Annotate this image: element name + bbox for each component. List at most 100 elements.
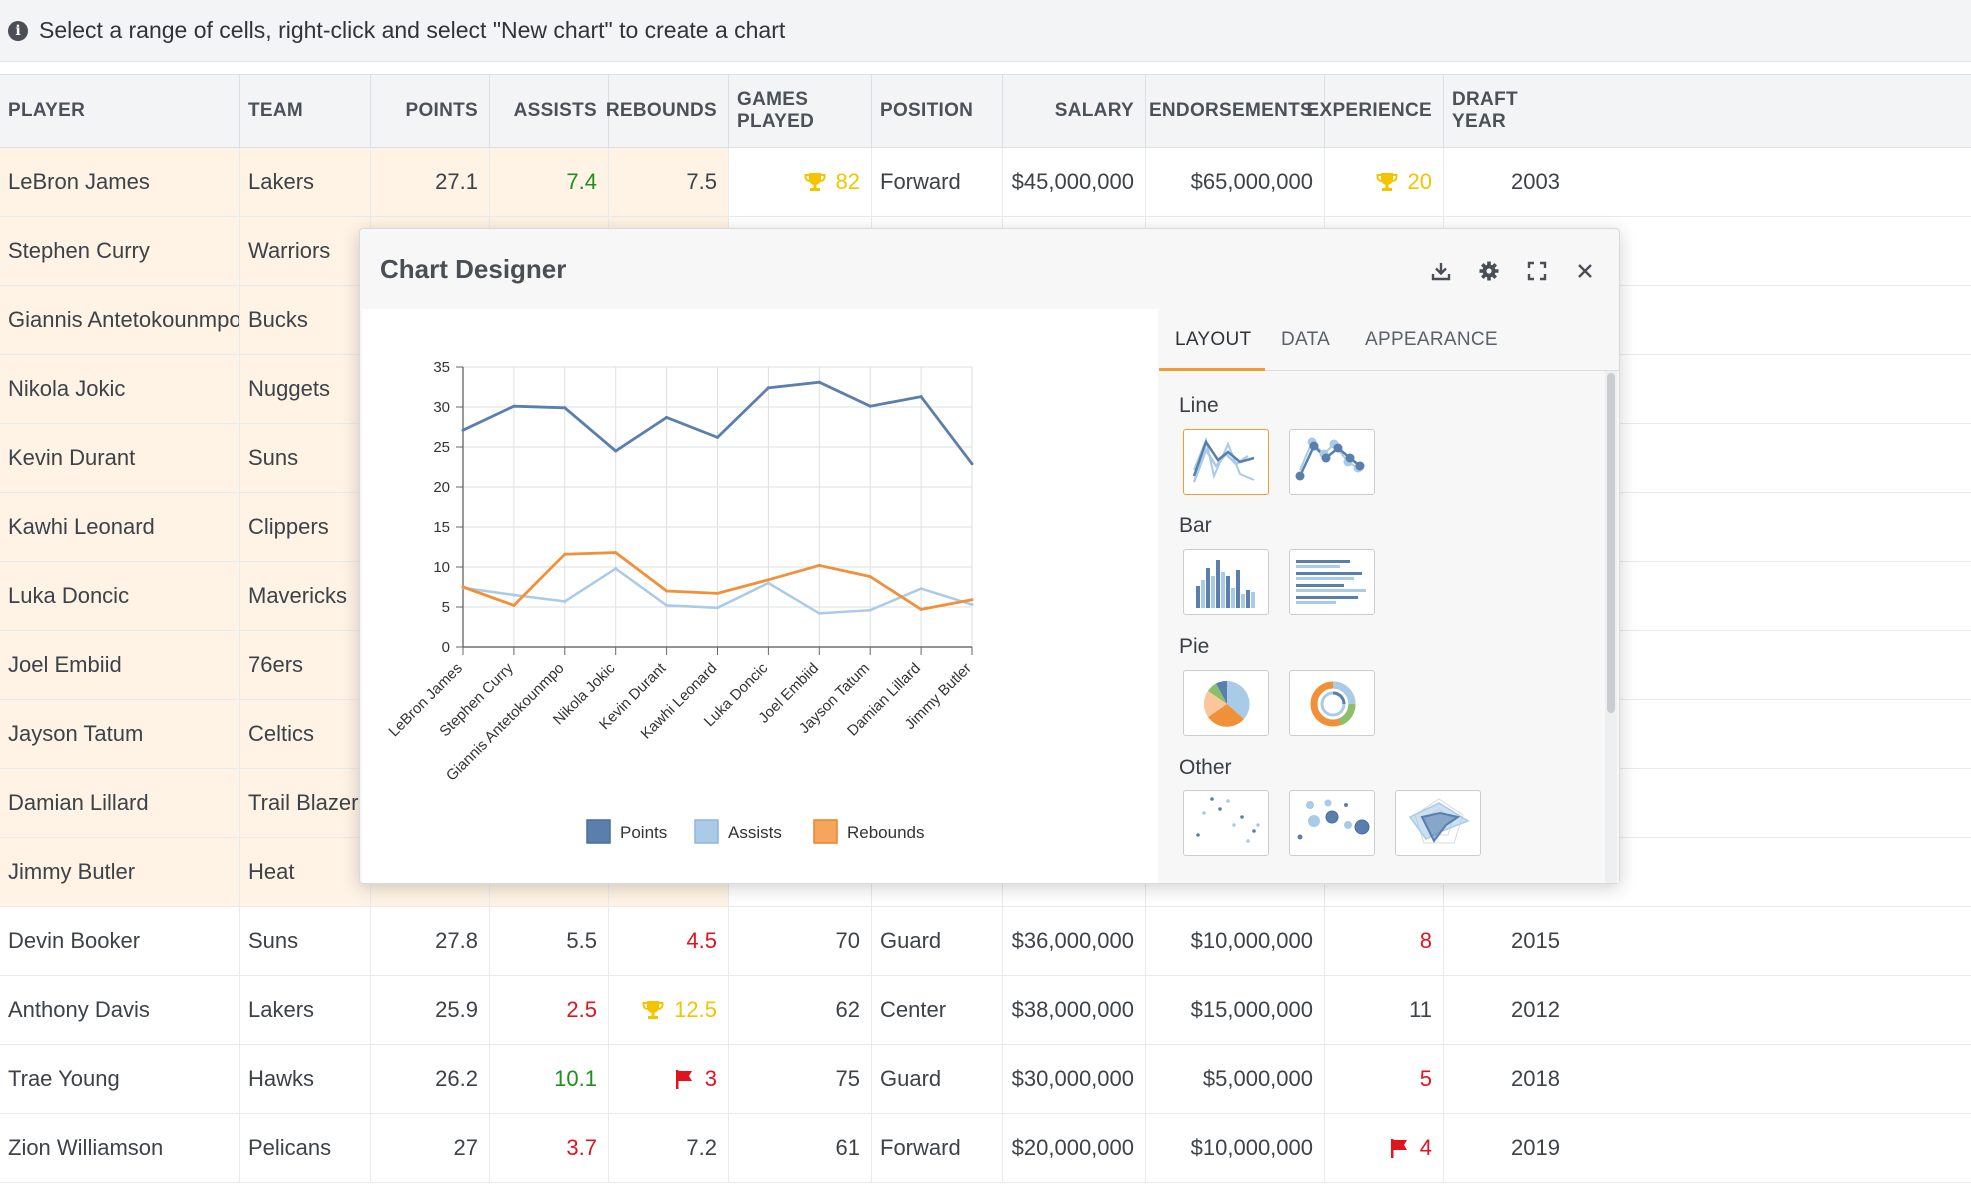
cell-games[interactable]: 70 xyxy=(729,907,872,975)
cell-team[interactable]: Warriors xyxy=(240,217,371,285)
cell-rebounds[interactable]: 7.2 xyxy=(609,1114,729,1182)
data-point-rebounds[interactable] xyxy=(512,603,516,607)
column-header-rebounds[interactable]: REBOUNDS xyxy=(606,75,729,147)
tab-data[interactable]: DATA xyxy=(1281,329,1331,350)
doughnut-chart-option[interactable] xyxy=(1289,670,1375,736)
data-point-assists[interactable] xyxy=(817,611,821,615)
legend-item-assists[interactable]: Assists xyxy=(694,819,782,844)
column-header-games[interactable]: GAMES PLAYED xyxy=(729,75,872,147)
cell-rebounds[interactable]: 7.5 xyxy=(609,148,729,216)
close-button[interactable] xyxy=(1571,257,1599,285)
data-point-points[interactable] xyxy=(919,395,923,399)
data-point-points[interactable] xyxy=(665,415,669,419)
cell-assists[interactable]: 3.7 xyxy=(490,1114,609,1182)
cell-draft[interactable]: 2015 xyxy=(1444,907,1571,975)
cell-team[interactable]: Lakers xyxy=(240,148,371,216)
cell-endorsements[interactable]: $65,000,000 xyxy=(1146,148,1325,216)
data-point-rebounds[interactable] xyxy=(868,575,872,579)
cell-experience[interactable]: 20 xyxy=(1325,148,1444,216)
column-header-player[interactable]: PLAYER xyxy=(0,75,240,147)
cell-draft[interactable]: 2012 xyxy=(1444,976,1571,1044)
column-chart-option[interactable] xyxy=(1183,549,1269,615)
cell-player[interactable]: Luka Doncic xyxy=(0,562,240,630)
cell-experience[interactable]: 11 xyxy=(1325,976,1444,1044)
data-point-rebounds[interactable] xyxy=(817,563,821,567)
data-point-assists[interactable] xyxy=(512,593,516,597)
data-point-points[interactable] xyxy=(563,406,567,410)
data-point-points[interactable] xyxy=(970,462,974,466)
data-point-assists[interactable] xyxy=(563,599,567,603)
cell-team[interactable]: Suns xyxy=(240,907,371,975)
cell-player[interactable]: Zion Williamson xyxy=(0,1114,240,1182)
cell-team[interactable]: 76ers xyxy=(240,631,371,699)
data-point-points[interactable] xyxy=(716,435,719,439)
data-point-points[interactable] xyxy=(461,428,465,432)
cell-player[interactable]: Stephen Curry xyxy=(0,217,240,285)
cell-position[interactable]: Guard xyxy=(872,907,1003,975)
cell-games[interactable]: 61 xyxy=(729,1114,872,1182)
cell-team[interactable]: Nuggets xyxy=(240,355,371,423)
cell-draft[interactable]: 2019 xyxy=(1444,1114,1571,1182)
cell-salary[interactable]: $36,000,000 xyxy=(1003,907,1146,975)
data-point-assists[interactable] xyxy=(868,608,872,612)
cell-player[interactable]: Kawhi Leonard xyxy=(0,493,240,561)
bubble-chart-option[interactable] xyxy=(1289,790,1375,856)
cell-player[interactable]: Anthony Davis xyxy=(0,976,240,1044)
cell-rebounds[interactable]: 3 xyxy=(609,1045,729,1113)
cell-player[interactable]: LeBron James xyxy=(0,148,240,216)
data-point-assists[interactable] xyxy=(716,606,719,610)
cell-endorsements[interactable]: $15,000,000 xyxy=(1146,976,1325,1044)
cell-assists[interactable]: 2.5 xyxy=(490,976,609,1044)
tab-layout[interactable]: LAYOUT xyxy=(1175,329,1252,350)
cell-endorsements[interactable]: $10,000,000 xyxy=(1146,907,1325,975)
cell-team[interactable]: Trail Blazers xyxy=(240,769,371,837)
cell-points[interactable]: 27 xyxy=(371,1114,490,1182)
data-point-assists[interactable] xyxy=(665,603,669,607)
cell-rebounds[interactable]: 12.5 xyxy=(609,976,729,1044)
cell-player[interactable]: Damian Lillard xyxy=(0,769,240,837)
data-point-rebounds[interactable] xyxy=(665,589,669,593)
cell-endorsements[interactable]: $10,000,000 xyxy=(1146,1114,1325,1182)
cell-games[interactable]: 62 xyxy=(729,976,872,1044)
cell-team[interactable]: Bucks xyxy=(240,286,371,354)
cell-player[interactable]: Jayson Tatum xyxy=(0,700,240,768)
data-point-assists[interactable] xyxy=(614,567,618,571)
cell-team[interactable]: Celtics xyxy=(240,700,371,768)
cell-position[interactable]: Center xyxy=(872,976,1003,1044)
column-header-points[interactable]: POINTS xyxy=(371,75,490,147)
cell-draft[interactable]: 2003 xyxy=(1444,148,1571,216)
line-markers-chart-option[interactable] xyxy=(1289,429,1375,495)
data-point-rebounds[interactable] xyxy=(919,607,923,611)
column-header-endorsements[interactable]: ENDORSEMENTS xyxy=(1146,75,1325,147)
data-point-rebounds[interactable] xyxy=(970,598,974,602)
data-point-points[interactable] xyxy=(766,386,770,390)
cell-player[interactable]: Trae Young xyxy=(0,1045,240,1113)
cell-experience[interactable]: 5 xyxy=(1325,1045,1444,1113)
scrollbar[interactable] xyxy=(1607,373,1615,713)
cell-games[interactable]: 82 xyxy=(729,148,872,216)
cell-endorsements[interactable]: $5,000,000 xyxy=(1146,1045,1325,1113)
data-point-assists[interactable] xyxy=(766,581,770,585)
cell-player[interactable]: Nikola Jokic xyxy=(0,355,240,423)
scatter-chart-option[interactable] xyxy=(1183,790,1269,856)
column-header-assists[interactable]: ASSISTS xyxy=(490,75,609,147)
cell-player[interactable]: Kevin Durant xyxy=(0,424,240,492)
cell-points[interactable]: 27.8 xyxy=(371,907,490,975)
radar-chart-option[interactable] xyxy=(1395,790,1481,856)
cell-team[interactable]: Pelicans xyxy=(240,1114,371,1182)
cell-points[interactable]: 25.9 xyxy=(371,976,490,1044)
cell-position[interactable]: Forward xyxy=(872,148,1003,216)
download-button[interactable] xyxy=(1427,257,1455,285)
cell-player[interactable]: Giannis Antetokounmpo xyxy=(0,286,240,354)
cell-team[interactable]: Suns xyxy=(240,424,371,492)
data-point-points[interactable] xyxy=(512,404,516,408)
line-chart-option[interactable] xyxy=(1183,429,1269,495)
cell-salary[interactable]: $45,000,000 xyxy=(1003,148,1146,216)
data-point-points[interactable] xyxy=(614,449,618,453)
legend-item-points[interactable]: Points xyxy=(586,819,667,844)
cell-position[interactable]: Guard xyxy=(872,1045,1003,1113)
data-point-points[interactable] xyxy=(868,404,872,408)
cell-player[interactable]: Devin Booker xyxy=(0,907,240,975)
cell-salary[interactable]: $38,000,000 xyxy=(1003,976,1146,1044)
column-header-draft[interactable]: DRAFT YEAR xyxy=(1452,89,1518,132)
